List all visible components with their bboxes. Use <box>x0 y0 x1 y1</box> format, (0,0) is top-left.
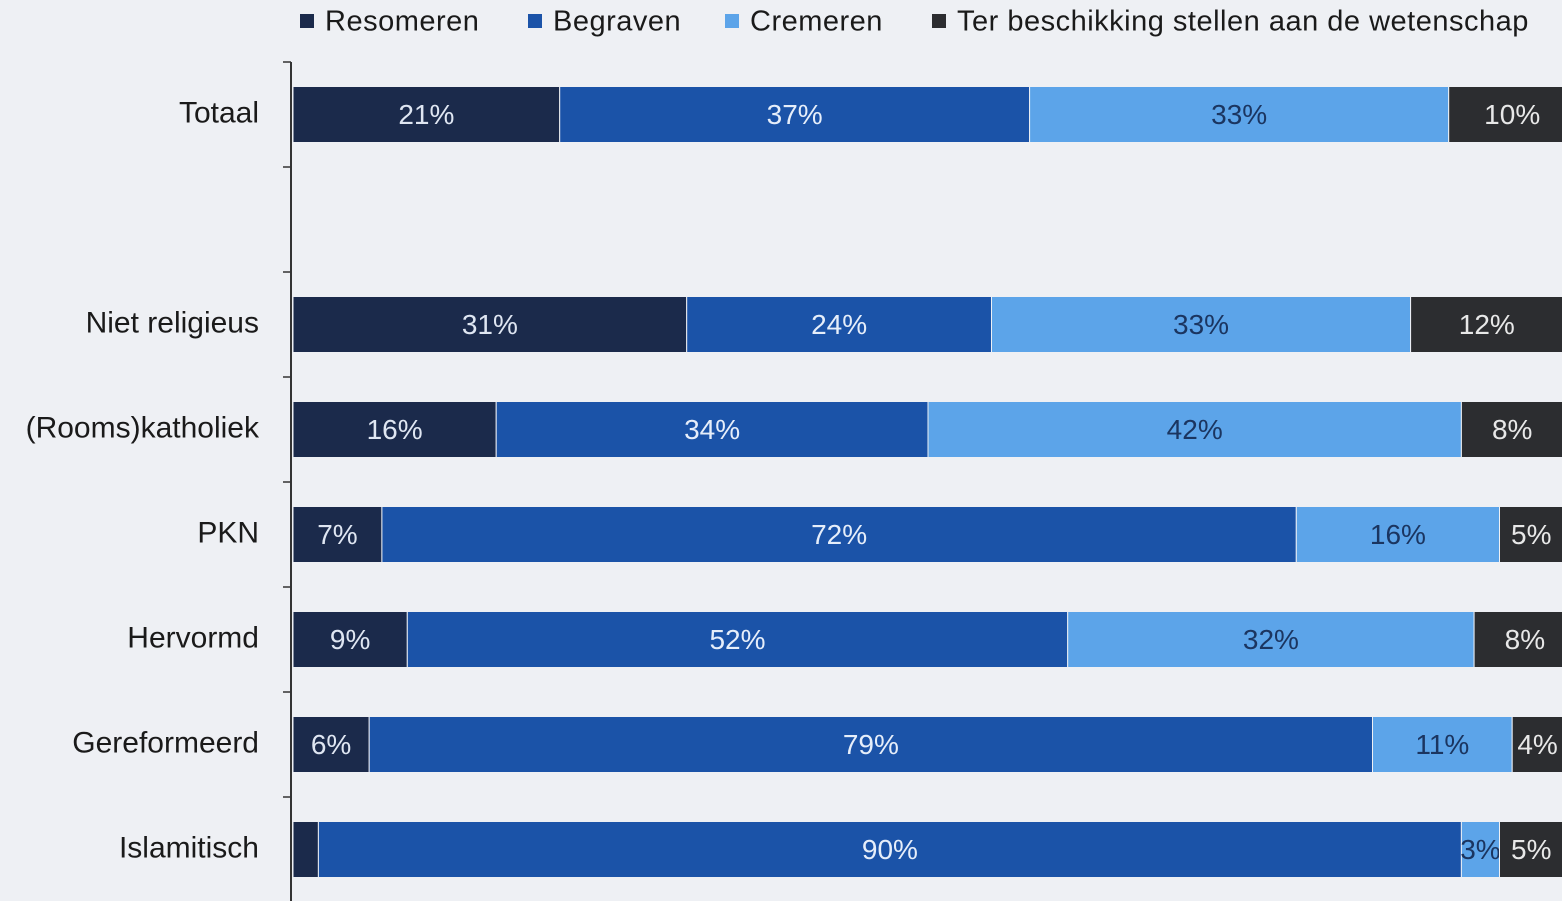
data-label: 42% <box>1167 414 1223 445</box>
bar-segment <box>1372 716 1513 773</box>
bar-segment <box>1295 506 1501 563</box>
bar-segment <box>317 821 1462 878</box>
legend-swatch <box>932 14 946 28</box>
bar-segment <box>686 296 992 353</box>
category-label: PKN <box>197 516 259 549</box>
legend-swatch <box>300 14 314 28</box>
data-label: 90% <box>862 834 918 865</box>
bar-segment <box>406 611 1069 668</box>
bar-segment <box>559 86 1031 143</box>
data-label: 10% <box>1484 99 1540 130</box>
data-label: 33% <box>1173 309 1229 340</box>
bar-segment <box>381 506 1297 563</box>
category-label: Hervormd <box>127 621 259 654</box>
data-label: 7% <box>317 519 357 550</box>
legend-label: Begraven <box>553 6 681 38</box>
data-label: 11% <box>1415 729 1469 760</box>
data-label: 21% <box>398 99 454 130</box>
data-label: 6% <box>311 729 351 760</box>
data-label: 16% <box>1370 519 1426 550</box>
data-label: 4% <box>1517 729 1557 760</box>
category-label: Islamitisch <box>119 831 259 864</box>
data-label: 37% <box>767 99 823 130</box>
data-label: 5% <box>1511 834 1551 865</box>
bar-segment <box>368 716 1373 773</box>
data-label: 8% <box>1505 624 1545 655</box>
data-label: 79% <box>843 729 899 760</box>
category-label: (Rooms)katholiek <box>26 411 260 444</box>
legend-swatch <box>725 14 739 28</box>
data-label: 34% <box>684 414 740 445</box>
bar-segment <box>1410 296 1562 353</box>
data-label: 3% <box>1460 834 1500 865</box>
data-label: 31% <box>462 309 518 340</box>
bar-segment <box>292 506 383 563</box>
bar-segment <box>1460 821 1501 878</box>
data-label: 8% <box>1492 414 1532 445</box>
data-label: 9% <box>330 624 370 655</box>
data-label: 12% <box>1459 309 1515 340</box>
data-label: 32% <box>1243 624 1299 655</box>
bar-segment <box>1460 401 1562 458</box>
bar-segment <box>292 821 319 878</box>
data-label: 5% <box>1511 519 1551 550</box>
legend-label: Resomeren <box>325 6 479 38</box>
bar-segment <box>292 296 688 353</box>
bar-segment <box>927 401 1462 458</box>
bar-segment <box>1067 611 1475 668</box>
category-label: Gereformeerd <box>72 726 259 759</box>
category-label: Niet religieus <box>86 306 259 339</box>
bar-segment <box>1473 611 1562 668</box>
bar-segment <box>292 86 561 143</box>
bar-segment <box>1448 86 1562 143</box>
data-label: 24% <box>811 309 867 340</box>
bar-segment <box>1029 86 1450 143</box>
bar-segment <box>991 296 1412 353</box>
data-label: 33% <box>1211 99 1267 130</box>
bar-segment <box>495 401 929 458</box>
data-label: 72% <box>811 519 867 550</box>
data-label: 52% <box>709 624 765 655</box>
legend-label: Cremeren <box>750 6 883 38</box>
category-label: Totaal <box>179 96 259 129</box>
legend-swatch <box>528 14 542 28</box>
bar-segment <box>1499 506 1562 563</box>
data-label: 16% <box>367 414 423 445</box>
bar-segment <box>1511 716 1562 773</box>
legend-label: Ter beschikking stellen aan de wetenscha… <box>957 6 1529 38</box>
bar-segment <box>1499 821 1562 878</box>
